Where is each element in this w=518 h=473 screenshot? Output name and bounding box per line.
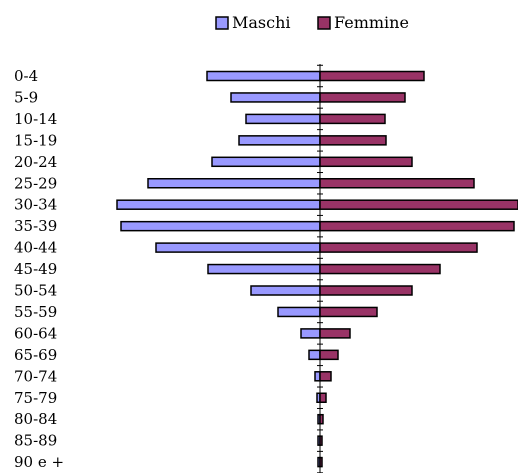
bar-maschi-50-54: [250, 285, 321, 296]
bar-femmine-35-39: [319, 220, 515, 232]
legend-swatch-maschi: [215, 16, 229, 30]
y-tick-label-90-e-plus: 90 e +: [14, 453, 64, 471]
y-tick-label-30-34: 30-34: [14, 196, 57, 214]
bar-maschi-45-49: [207, 263, 321, 275]
legend: Maschi Femmine: [215, 13, 409, 32]
bar-femmine-25-29: [319, 178, 475, 189]
bar-maschi-10-14: [245, 113, 321, 125]
y-tick-label-65-69: 65-69: [14, 346, 57, 364]
y-tick-label-60-64: 60-64: [14, 324, 57, 342]
bar-femmine-75-79: [319, 392, 327, 403]
y-tick-label-5-9: 5-9: [14, 88, 38, 106]
bar-femmine-50-54: [319, 285, 413, 296]
bar-maschi-65-69: [308, 349, 321, 361]
legend-label-maschi: Maschi: [232, 13, 291, 32]
bar-femmine-10-14: [319, 113, 386, 125]
y-tick-label-50-54: 50-54: [14, 282, 57, 300]
bar-maschi-15-19: [238, 135, 321, 146]
y-tick-label-0-4: 0-4: [14, 67, 38, 85]
bar-maschi-60-64: [300, 328, 321, 339]
legend-swatch-femmine: [317, 16, 331, 30]
y-tick-label-25-29: 25-29: [14, 174, 57, 192]
center-axis: [317, 64, 323, 473]
y-tick-label-85-89: 85-89: [14, 432, 57, 450]
bar-maschi-35-39: [120, 220, 321, 232]
bar-maschi-30-34: [116, 199, 321, 210]
bar-maschi-20-24: [211, 156, 321, 168]
bar-femmine-60-64: [319, 328, 351, 339]
y-tick-label-45-49: 45-49: [14, 260, 57, 278]
y-tick-label-70-74: 70-74: [14, 367, 57, 385]
bar-femmine-45-49: [319, 263, 441, 275]
bar-femmine-15-19: [319, 135, 387, 146]
y-tick-label-15-19: 15-19: [14, 131, 57, 149]
bar-maschi-0-4: [206, 70, 321, 82]
y-tick-label-80-84: 80-84: [14, 410, 57, 428]
bar-femmine-30-34: [319, 199, 518, 210]
y-tick-label-35-39: 35-39: [14, 217, 57, 235]
bar-femmine-40-44: [319, 242, 478, 253]
bar-femmine-5-9: [319, 92, 406, 103]
y-tick-label-75-79: 75-79: [14, 389, 57, 407]
y-tick-label-10-14: 10-14: [14, 110, 57, 128]
bar-femmine-70-74: [319, 371, 332, 382]
bar-femmine-55-59: [319, 306, 378, 318]
bar-maschi-5-9: [230, 92, 321, 103]
bar-maschi-25-29: [147, 178, 321, 189]
bars: [116, 70, 518, 468]
bar-maschi-55-59: [277, 306, 321, 318]
y-tick-label-40-44: 40-44: [14, 239, 57, 257]
y-tick-label-55-59: 55-59: [14, 303, 57, 321]
y-axis-labels: 0-4 5-9 10-14 15-19 20-24 25-29 30-34 35-39 40-4…: [14, 67, 64, 471]
legend-label-femmine: Femmine: [334, 13, 409, 32]
y-tick-label-20-24: 20-24: [14, 153, 57, 171]
bar-femmine-0-4: [319, 70, 425, 82]
bar-femmine-20-24: [319, 156, 413, 168]
bar-maschi-40-44: [155, 242, 321, 253]
bar-femmine-65-69: [319, 349, 339, 361]
